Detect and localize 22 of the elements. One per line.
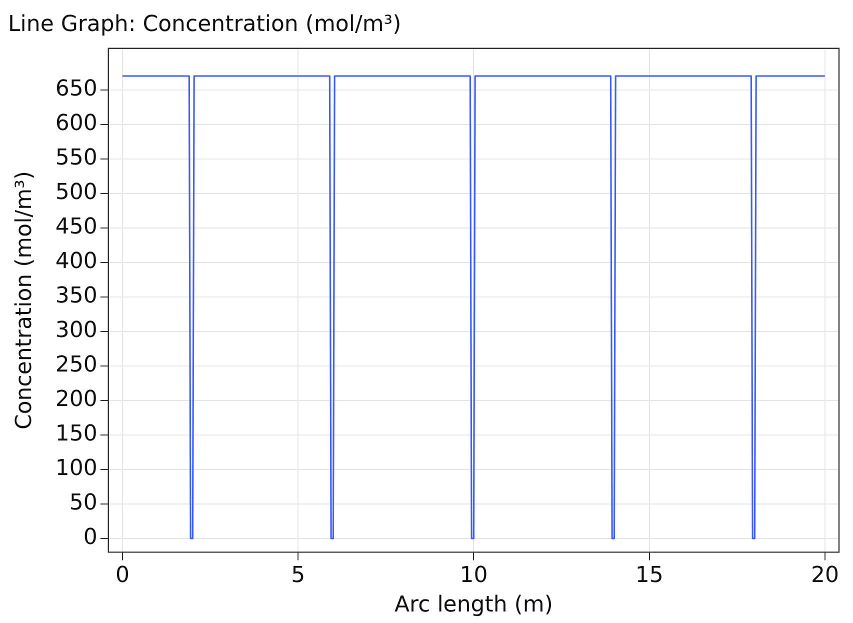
y-tick-label: 100	[55, 456, 98, 482]
y-tick-label: 400	[55, 249, 98, 274]
x-tick-label: 5	[291, 563, 306, 588]
y-tick-label: 350	[55, 284, 98, 309]
x-tick-label: 20	[810, 563, 839, 588]
y-tick-label: 450	[55, 214, 98, 240]
y-tick-label: 600	[55, 111, 98, 136]
x-tick-label: 10	[460, 563, 488, 588]
y-tick-label: 300	[55, 318, 98, 344]
x-axis-title: Arc length (m)	[394, 592, 553, 618]
y-tick-label: 50	[69, 490, 98, 516]
y-tick-label: 200	[55, 387, 98, 412]
y-tick-label: 0	[83, 525, 98, 550]
y-tick-label: 650	[55, 76, 98, 102]
y-tick-label: 500	[55, 180, 98, 206]
x-tick-label: 15	[635, 563, 664, 588]
y-tick-label: 250	[55, 352, 98, 378]
chart-title: Line Graph: Concentration (mol/m³)	[8, 12, 402, 37]
y-tick-label: 150	[55, 422, 98, 447]
x-tick-label: 0	[115, 563, 130, 588]
y-axis-title: Concentration (mol/m³)	[12, 171, 37, 430]
y-tick-label: 550	[55, 146, 98, 171]
